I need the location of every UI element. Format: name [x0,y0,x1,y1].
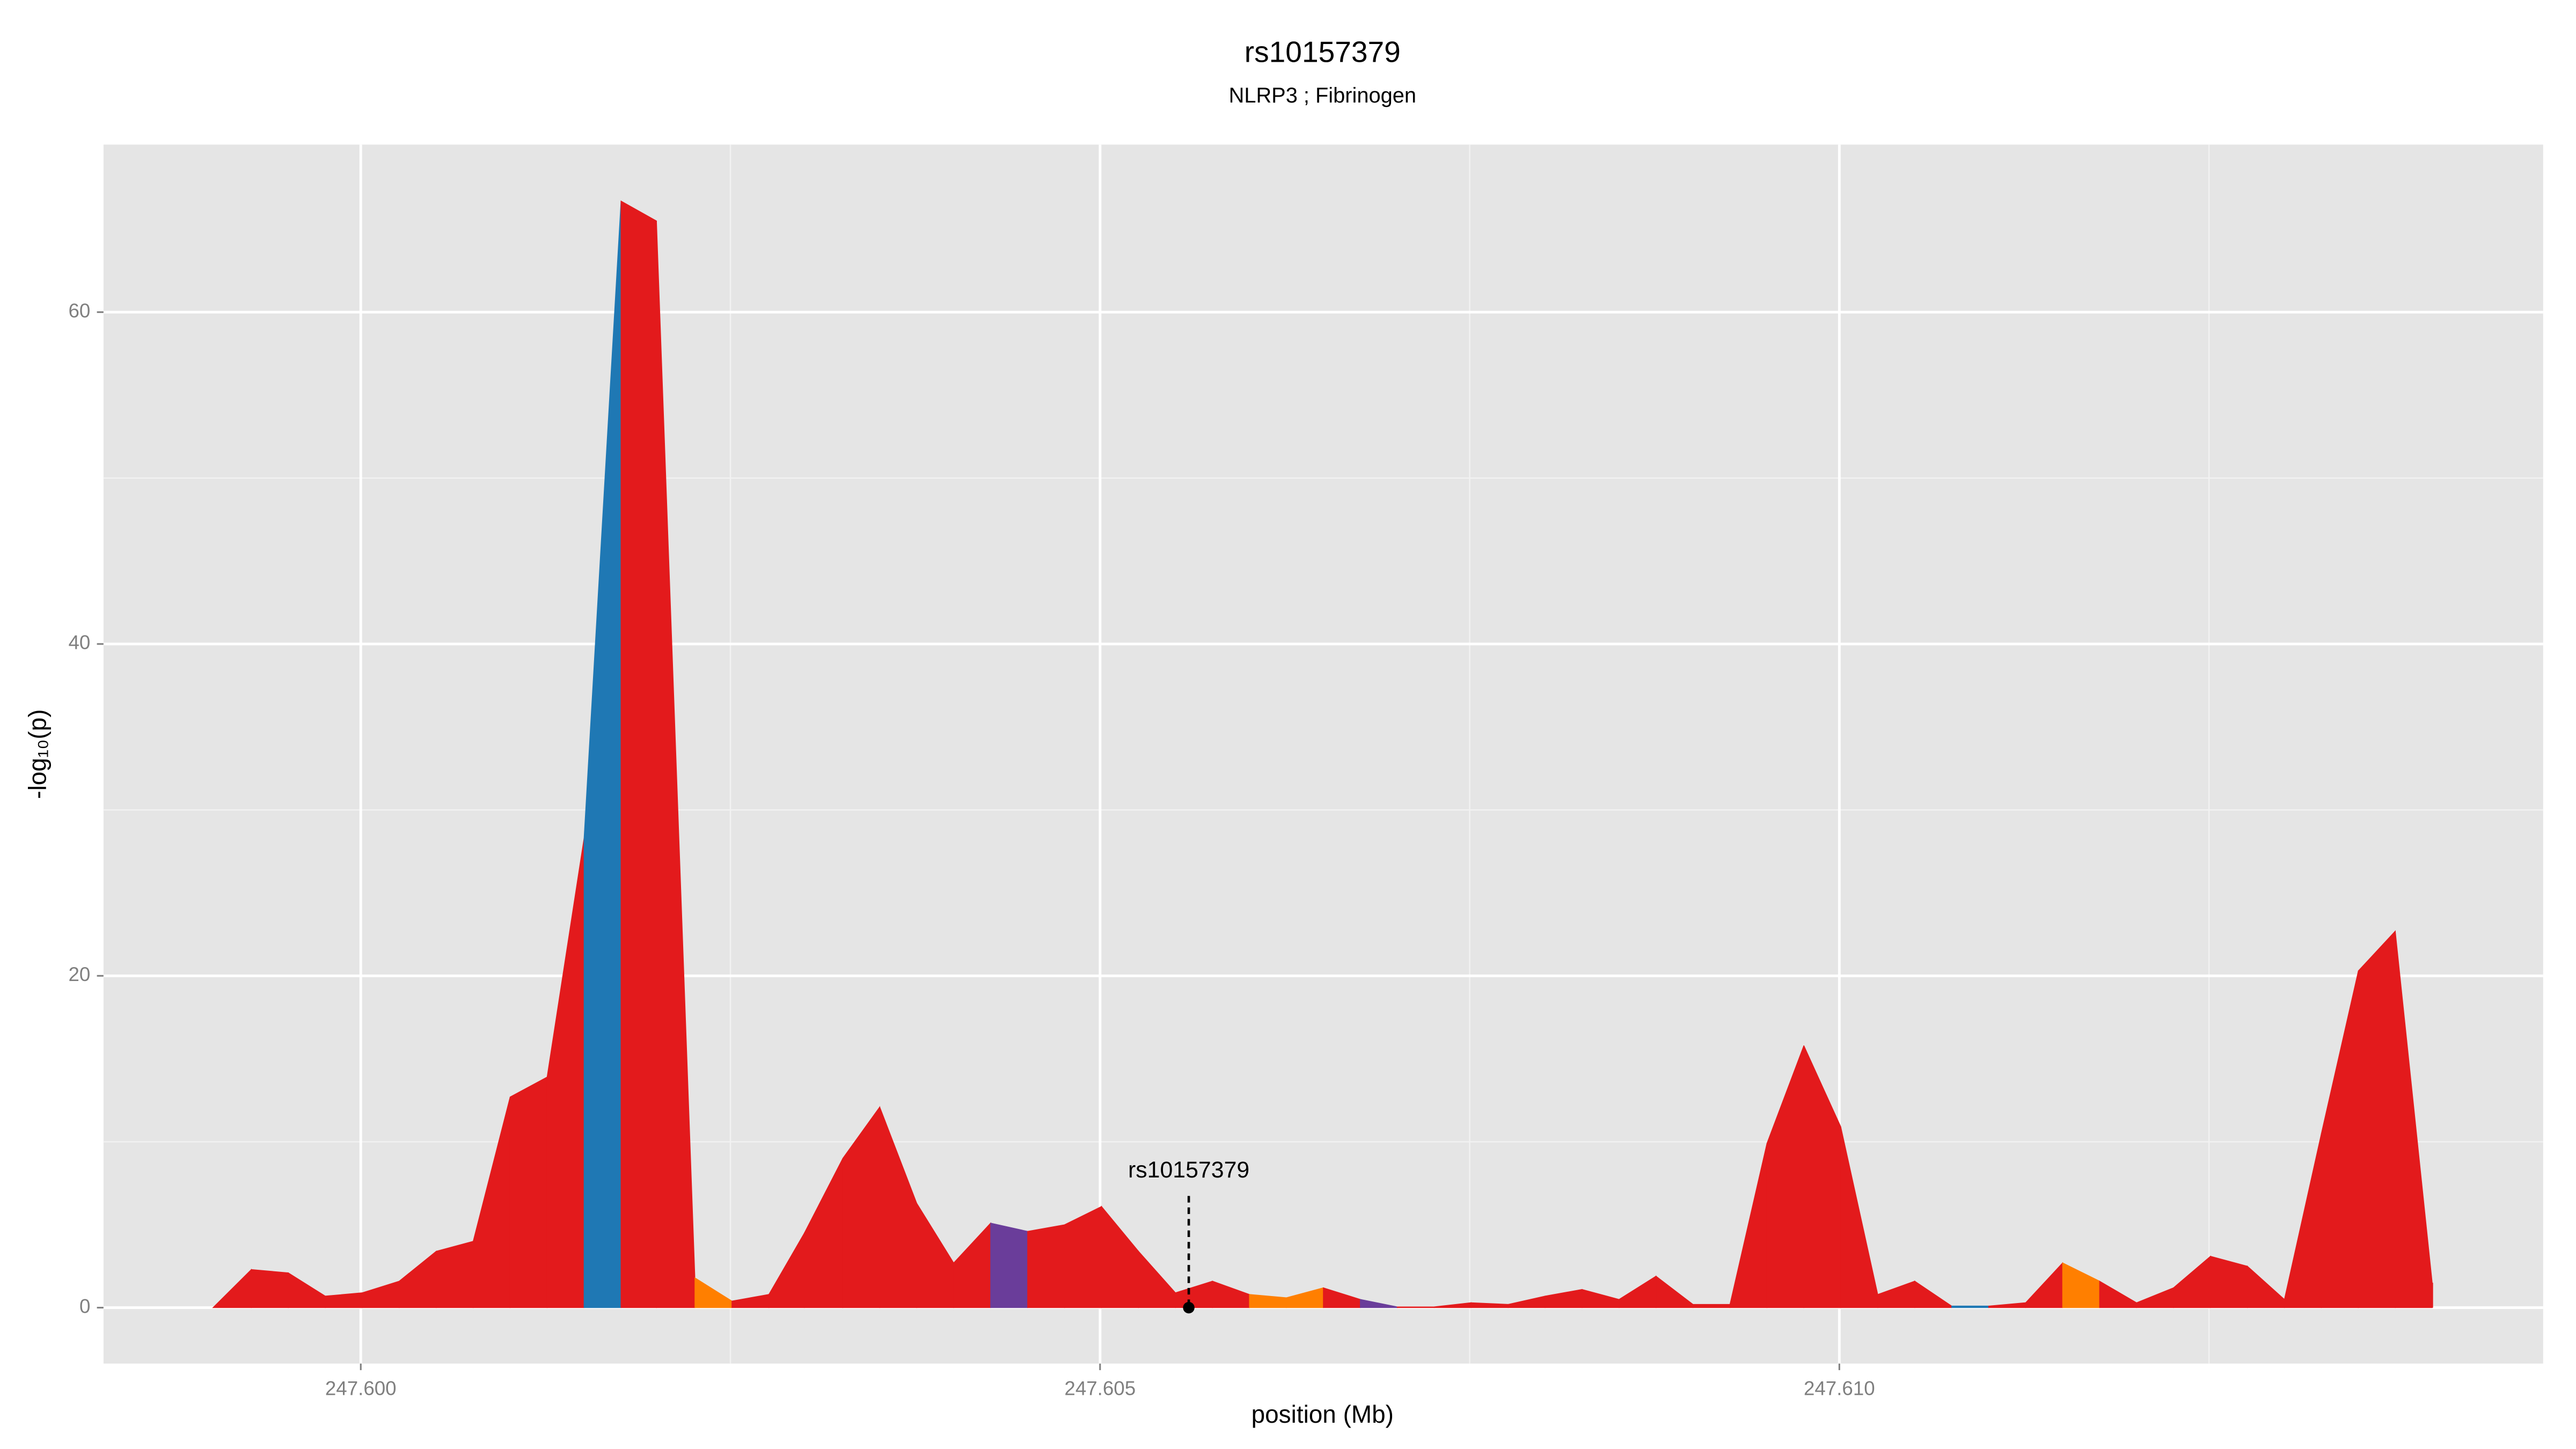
y-tick-label: 60 [69,299,91,321]
annotation-point [1183,1301,1195,1314]
x-tick-label: 247.605 [1064,1377,1136,1399]
chart-subtitle: NLRP3 ; Fibrinogen [1229,84,1416,107]
x-tick-label: 247.610 [1804,1377,1875,1399]
area-segment [436,1241,474,1308]
area-segment [990,1223,1028,1308]
area-segment [1951,1305,1989,1308]
area-segment [2358,930,2396,1308]
x-tick-label: 247.600 [325,1377,397,1399]
y-tick-label: 20 [69,963,91,985]
area-segment [1692,1304,1731,1308]
panel [103,144,2543,1364]
annotation-label: rs10157379 [1128,1157,1249,1183]
chart-title: rs10157379 [1245,35,1401,69]
area-segment [1064,1206,1102,1308]
y-tick-label: 0 [79,1295,90,1317]
area-segment [1027,1224,1065,1308]
y-tick-label: 40 [69,632,91,654]
area-segment [1396,1306,1435,1308]
area-segment [509,1076,547,1308]
area-segment [251,1269,289,1308]
area-segment [620,200,657,1308]
x-axis-label: position (Mb) [1252,1400,1394,1428]
y-axis-label: -log₁₀(p) [24,709,52,799]
